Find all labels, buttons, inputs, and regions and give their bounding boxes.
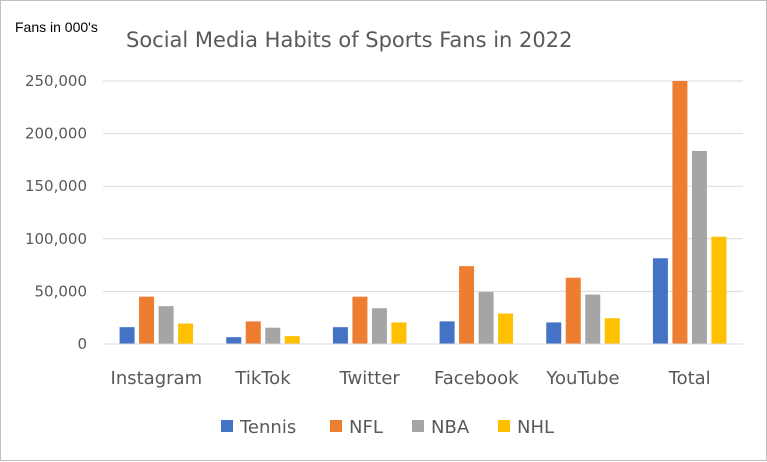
legend-label: NHL <box>517 417 554 438</box>
y-tick-label: 200,000 <box>25 125 87 143</box>
bar-tennis-tiktok <box>226 337 242 344</box>
legend-label: NBA <box>431 417 470 438</box>
bar-nfl-youtube <box>565 277 581 344</box>
bar-nfl-instagram <box>139 296 155 344</box>
legend-label: NFL <box>349 417 383 438</box>
bar-tennis-total <box>652 258 668 344</box>
legend: Tennis NFL NBA NHL <box>221 417 554 438</box>
bar-nhl-instagram <box>178 323 194 344</box>
bar-tennis-instagram <box>119 327 135 344</box>
y-tick-labels: 0 50,000 100,000 150,000 200,000 250,000 <box>25 72 87 353</box>
category-label: Total <box>668 368 711 389</box>
legend-swatch <box>498 420 510 432</box>
bar-nhl-total <box>711 236 727 344</box>
bar-nba-facebook <box>478 291 494 344</box>
y-tick-label: 150,000 <box>25 177 87 195</box>
y-axis-label: Fans in 000's <box>15 19 98 35</box>
bar-nba-tiktok <box>265 327 281 344</box>
category-label: TikTok <box>234 368 291 389</box>
bar-nfl-facebook <box>459 266 475 344</box>
bar-nhl-tiktok <box>284 336 300 344</box>
y-tick-label: 100,000 <box>25 230 87 248</box>
bar-nhl-youtube <box>604 318 620 344</box>
bar-nba-youtube <box>585 294 601 344</box>
legend-label: Tennis <box>239 417 296 438</box>
bar-nba-instagram <box>158 306 174 344</box>
category-label: Instagram <box>111 368 203 389</box>
bar-nhl-twitter <box>391 322 407 344</box>
bars <box>119 81 727 344</box>
y-tick-label: 0 <box>77 335 87 353</box>
legend-swatch <box>221 420 233 432</box>
y-tick-label: 250,000 <box>25 72 87 90</box>
legend-swatch <box>330 420 342 432</box>
bar-nba-total <box>691 150 707 344</box>
bar-nhl-facebook <box>498 313 514 344</box>
bar-nba-twitter <box>371 308 387 344</box>
bar-nfl-total <box>672 81 688 344</box>
category-label: Twitter <box>339 368 401 389</box>
category-labels: Instagram TikTok Twitter Facebook YouTube Tot… <box>111 368 711 389</box>
chart-title: Social Media Habits of Sports Fans in 20… <box>126 28 572 52</box>
bar-nfl-tiktok <box>245 321 261 344</box>
category-label: YouTube <box>545 368 619 389</box>
gridlines <box>103 80 743 292</box>
bar-tennis-youtube <box>546 322 562 344</box>
category-label: Facebook <box>434 368 519 389</box>
y-tick-label: 50,000 <box>35 282 88 300</box>
legend-swatch <box>412 420 424 432</box>
bar-tennis-facebook <box>439 321 455 344</box>
bar-nfl-twitter <box>352 296 368 344</box>
bar-tennis-twitter <box>332 327 348 344</box>
